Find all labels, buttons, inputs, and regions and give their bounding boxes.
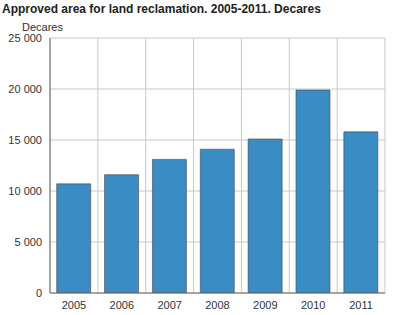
svg-text:25 000: 25 000 — [8, 32, 42, 44]
svg-text:2009: 2009 — [253, 299, 277, 311]
html-text:Approved area for land reclama: Approved area for land reclamation. 2005… — [2, 2, 321, 16]
svg-text:0: 0 — [36, 287, 42, 299]
svg-text:15 000: 15 000 — [8, 134, 42, 146]
svg-text:10 000: 10 000 — [8, 185, 42, 197]
svg-text:2010: 2010 — [301, 299, 325, 311]
svg-text:20 000: 20 000 — [8, 83, 42, 95]
svg-text:2008: 2008 — [205, 299, 229, 311]
svg-text:2006: 2006 — [110, 299, 134, 311]
html-text:Decares: Decares — [22, 21, 63, 33]
svg-text:2007: 2007 — [157, 299, 181, 311]
svg-text:2011: 2011 — [349, 299, 373, 311]
svg-text:2005: 2005 — [62, 299, 86, 311]
svg-text:5 000: 5 000 — [14, 236, 42, 248]
